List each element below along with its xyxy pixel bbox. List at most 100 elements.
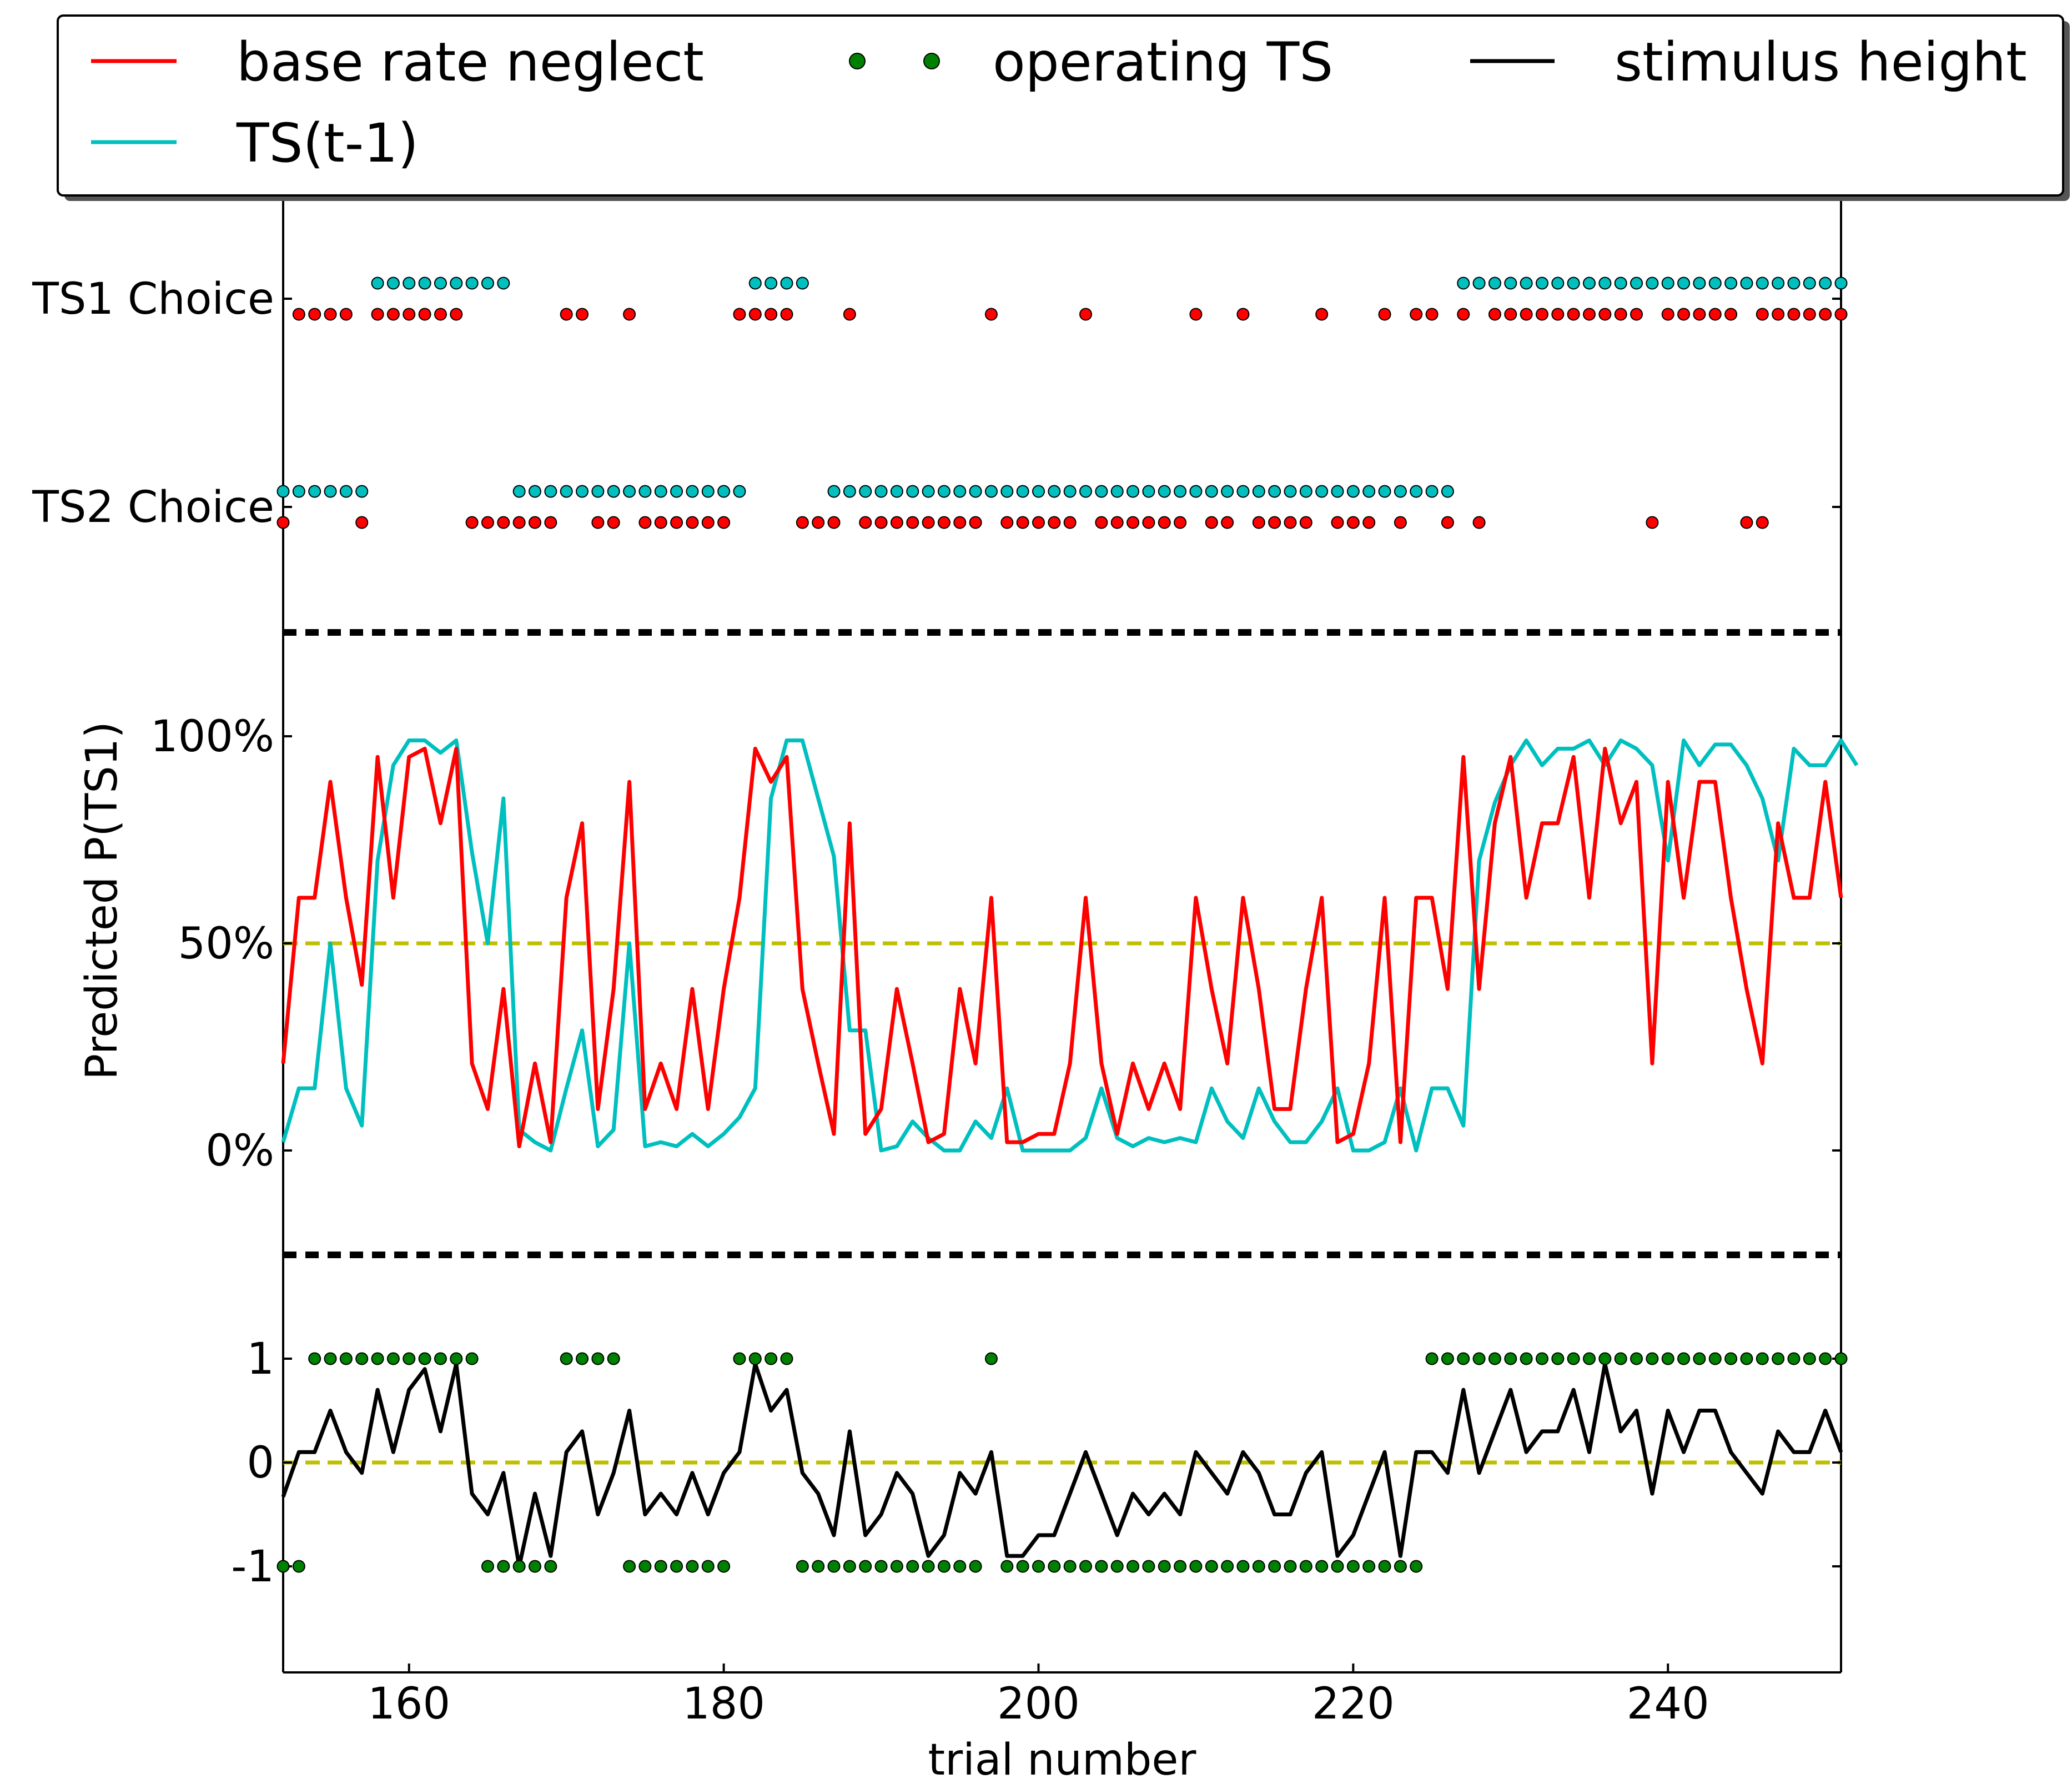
operating-ts-point [1598, 1352, 1612, 1365]
operating-ts-point [465, 1352, 479, 1365]
ts-prev-ts2-point [874, 485, 888, 498]
ts-prev-ts2-point [1142, 485, 1155, 498]
operating-ts-point [796, 1560, 809, 1573]
legend-label-operating-ts: operating TS [993, 31, 1333, 93]
ts-prev-ts2-point [1299, 485, 1312, 498]
operating-ts-point [607, 1352, 620, 1365]
base-rate-ts2-point [1126, 516, 1140, 529]
operating-ts-point [1457, 1352, 1470, 1365]
ts-prev-ts2-point [1346, 485, 1360, 498]
base-rate-ts1-point [434, 308, 447, 321]
ts-prev-ts1-point [1551, 277, 1565, 290]
ts-prev-ts2-point [276, 485, 290, 498]
ts-prev-ts2-point [1174, 485, 1187, 498]
operating-ts-point [1677, 1352, 1691, 1365]
operating-ts-point [1787, 1352, 1801, 1365]
operating-ts-point [1504, 1352, 1517, 1365]
operating-ts-point [1142, 1560, 1155, 1573]
operating-ts-point [1740, 1352, 1753, 1365]
operating-ts-point [1205, 1560, 1218, 1573]
operating-ts-point [1693, 1352, 1706, 1365]
operating-ts-point [1079, 1560, 1093, 1573]
tick-label-minus-one: -1 [231, 1542, 274, 1592]
series-lines [281, 738, 1859, 1569]
x-tick-label: 180 [682, 1679, 765, 1729]
base-rate-ts1-point [576, 308, 589, 321]
base-rate-ts1-point [1819, 308, 1832, 321]
ts-prev-ts1-point [403, 277, 416, 290]
ts-prev-ts2-point [1126, 485, 1140, 498]
base-rate-ts2-point [1394, 516, 1407, 529]
operating-ts-point [654, 1560, 667, 1573]
base-rate-ts1-point [386, 308, 400, 321]
operating-ts-point [843, 1560, 856, 1573]
operating-ts-point [450, 1352, 463, 1365]
operating-ts-point [324, 1352, 337, 1365]
base-rate-ts2-point [481, 516, 494, 529]
operating-ts-point [1819, 1352, 1832, 1365]
operating-ts-point [1834, 1352, 1848, 1365]
base-rate-ts1-point [1315, 308, 1329, 321]
operating-ts-point [1221, 1560, 1234, 1573]
ts-prev-ts2-point [1158, 485, 1171, 498]
operating-ts-point [686, 1560, 699, 1573]
operating-ts-point [1772, 1352, 1785, 1365]
ts-prev-ts1-point [1661, 277, 1674, 290]
ts-prev-ts2-point [1079, 485, 1093, 498]
operating-ts-point [1252, 1560, 1265, 1573]
operating-ts-point [1724, 1352, 1738, 1365]
operating-ts-point [1472, 1352, 1486, 1365]
legend-box [57, 14, 2064, 197]
ts-prev-ts2-point [969, 485, 982, 498]
operating-ts-point [1236, 1560, 1250, 1573]
ts-prev-ts2-point [890, 485, 903, 498]
operating-ts-point [812, 1560, 825, 1573]
base-rate-ts2-point [1268, 516, 1281, 529]
base-rate-ts1-point [1551, 308, 1565, 321]
operating-ts-point [497, 1560, 510, 1573]
base-rate-ts2-point [591, 516, 605, 529]
base-rate-ts1-point [1677, 308, 1691, 321]
base-rate-ts1-point [1457, 308, 1470, 321]
operating-ts-point [1284, 1560, 1297, 1573]
ts-prev-ts2-point [1331, 485, 1344, 498]
ts-prev-ts2-point [591, 485, 605, 498]
ts-prev-ts1-point [1504, 277, 1517, 290]
base-rate-ts1-point [1598, 308, 1612, 321]
operating-ts-point [890, 1560, 903, 1573]
legend-swatch-operating-ts-dot-1 [849, 53, 866, 69]
ts-prev-ts2-point [1284, 485, 1297, 498]
ts-prev-ts1-point [1677, 277, 1691, 290]
ts-prev-ts2-point [638, 485, 652, 498]
ts-prev-ts2-point [1378, 485, 1391, 498]
operating-ts-point [1299, 1560, 1312, 1573]
operating-ts-point [859, 1560, 872, 1573]
ts-prev-ts2-point [1095, 485, 1108, 498]
ts-prev-ts1-point [1756, 277, 1769, 290]
base-rate-ts1-point [1661, 308, 1674, 321]
operating-ts-point [748, 1352, 762, 1365]
base-rate-ts2-point [607, 516, 620, 529]
ts-prev-ts1-point [418, 277, 431, 290]
base-rate-ts1-point [324, 308, 337, 321]
operating-ts-point [276, 1560, 290, 1573]
ts-prev-ts1-point [1787, 277, 1801, 290]
legend-label-base-rate-neglect: base rate neglect [237, 31, 704, 93]
ts-prev-ts1-point [1740, 277, 1753, 290]
operating-ts-point [638, 1560, 652, 1573]
operating-ts-point [434, 1352, 447, 1365]
ts-prev-ts1-point [1472, 277, 1486, 290]
ts-prev-ts2-point [1315, 485, 1329, 498]
base-rate-ts2-point [953, 516, 967, 529]
base-rate-ts1-point [1189, 308, 1203, 321]
ts-prev-ts2-point [1032, 485, 1045, 498]
ts-prev-ts2-point [686, 485, 699, 498]
base-rate-ts1-point [765, 308, 778, 321]
operating-ts-point [1535, 1352, 1548, 1365]
ts-prev-ts2-point [528, 485, 541, 498]
operating-ts-point [544, 1560, 557, 1573]
operating-ts-point [1394, 1560, 1407, 1573]
operating-ts-point [403, 1352, 416, 1365]
ts-prev-ts1-point [1488, 277, 1501, 290]
ts-prev-ts1-point [371, 277, 384, 290]
